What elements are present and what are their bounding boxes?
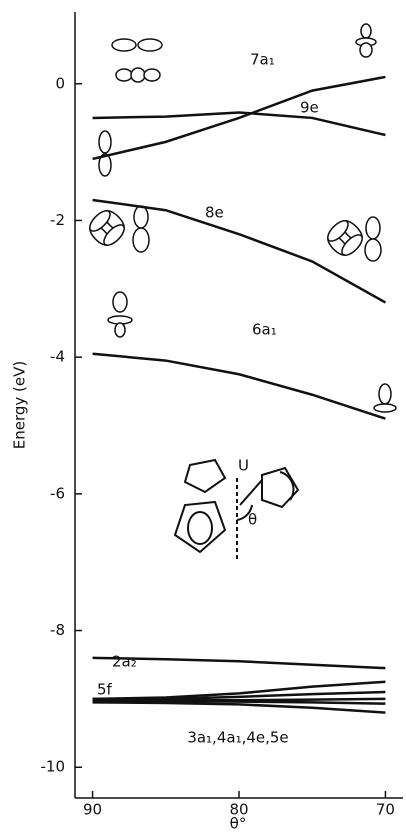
x-tick-label: 90 [83,801,102,819]
series-line [93,112,386,135]
svg-text:U: U [238,457,249,475]
x-tick-label: 70 [376,801,395,819]
chart: U θ Energy (eV) θ° 5f 3a₁,4a₁,4e,5e 0-2-… [0,0,406,834]
y-tick-label: -2 [50,211,65,229]
y-tick-label: -8 [50,621,65,639]
x-tick-label: 80 [229,801,248,819]
series-label: 2a₂ [112,653,137,671]
orbital-sketches [86,24,396,412]
y-tick-label: -10 [41,758,66,776]
series-label: 9e [300,99,319,117]
svg-text:θ: θ [248,511,257,529]
series-label: 8e [205,204,224,222]
y-tick-label: 0 [55,74,65,92]
series-label: 6a₁ [252,321,277,339]
y-tick-label: -4 [50,348,65,366]
molecule-sketch: U θ [175,457,298,561]
series-line [93,354,386,419]
y-tick-label: -6 [50,484,65,502]
y-axis-title: Energy (eV) [11,361,29,449]
annotation: 5f [97,681,113,699]
series-label: 7a₁ [250,51,275,69]
annotation: 3a₁,4a₁,4e,5e [187,729,288,747]
